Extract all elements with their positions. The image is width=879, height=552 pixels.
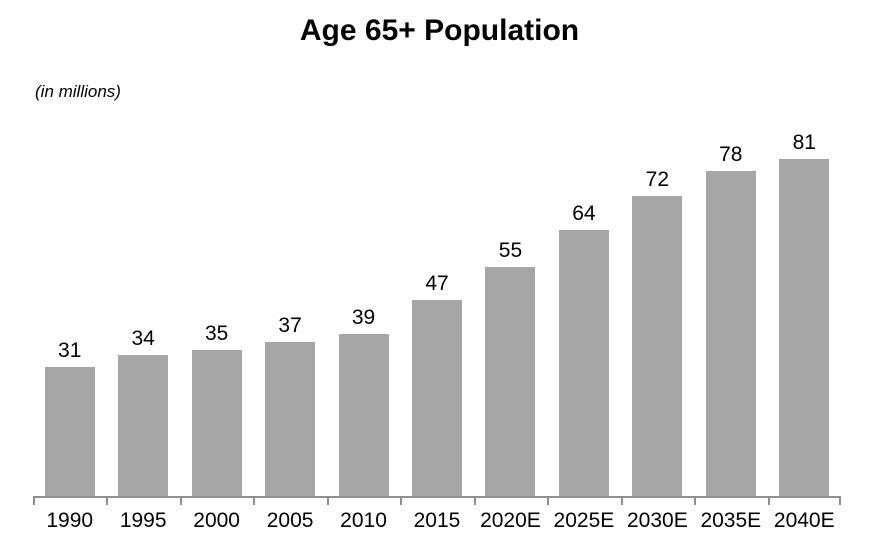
bar-slot: 31	[33, 340, 106, 496]
bar-value-label: 55	[498, 239, 523, 262]
bar	[265, 342, 316, 496]
x-axis-tick	[547, 498, 550, 505]
x-axis-tick	[33, 498, 35, 505]
plot-area: 31 34 35 37 39 47 55 64 72 78 81 1990 199…	[33, 120, 841, 532]
x-axis-tick	[400, 498, 403, 505]
bar-value-label: 72	[645, 168, 670, 191]
x-axis-label: 2015	[413, 509, 461, 532]
bar	[779, 159, 830, 496]
x-axis-line	[33, 496, 841, 498]
x-axis-label: 2010	[340, 509, 387, 532]
bar-value-label: 37	[278, 314, 302, 337]
bar-slot: 81	[768, 132, 841, 496]
bar-slot: 72	[621, 169, 694, 496]
bar-slot: 55	[474, 240, 547, 496]
bar	[558, 230, 609, 496]
bar-value-label: 31	[58, 339, 82, 362]
bar	[338, 334, 389, 496]
bar	[705, 171, 756, 496]
x-axis-label: 2030E	[626, 509, 688, 532]
bars-row: 31 34 35 37 39 47 55 64 72 78 81	[33, 120, 841, 496]
bar-value-label: 34	[131, 327, 155, 350]
x-axis-tick	[839, 498, 841, 505]
chart-units-note: (in millions)	[35, 82, 121, 101]
chart-title: Age 65+ Population	[299, 14, 580, 47]
bar-slot: 37	[253, 315, 326, 496]
bar-slot: 39	[327, 307, 400, 496]
bar-value-label: 35	[204, 322, 229, 345]
bar-value-label: 64	[572, 202, 596, 225]
x-axis-tick	[179, 498, 182, 505]
bar	[485, 267, 536, 496]
x-axis-tick	[253, 498, 256, 505]
x-axis-tick	[326, 498, 329, 505]
x-axis-label: 2040E	[773, 509, 835, 532]
bar	[411, 300, 462, 496]
bar-slot: 34	[106, 328, 179, 496]
x-axis-tick	[620, 498, 623, 505]
bar-slot: 78	[694, 144, 767, 496]
x-axis-label: 1995	[119, 509, 167, 532]
x-axis-tick	[694, 498, 697, 505]
bar-value-label: 78	[719, 143, 743, 166]
bar-slot: 47	[400, 273, 473, 496]
bar-slot: 64	[547, 203, 620, 496]
bar-slot: 35	[180, 323, 253, 496]
x-axis-label: 2025E	[553, 509, 615, 532]
bar	[44, 367, 95, 496]
x-axis-tick	[767, 498, 770, 505]
x-axis-label: 2000	[193, 509, 240, 532]
bar	[118, 355, 169, 496]
x-axis-label: 2020E	[480, 509, 541, 532]
bar-value-label: 47	[425, 272, 449, 295]
bar	[632, 196, 683, 496]
x-axis-ticks	[33, 498, 841, 505]
x-axis-label: 2035E	[700, 509, 762, 532]
x-axis-tick	[106, 498, 109, 505]
x-axis-label: 1990	[46, 509, 94, 532]
x-axis-tick	[473, 498, 476, 505]
bar	[191, 350, 242, 496]
x-axis-labels: 1990 1995 2000 2005 2010 2015 2020E 2025E 2030E 2…	[33, 509, 841, 533]
bar-value-label: 39	[351, 306, 376, 329]
bar-value-label: 81	[792, 131, 816, 154]
x-axis-label: 2005	[266, 509, 314, 532]
